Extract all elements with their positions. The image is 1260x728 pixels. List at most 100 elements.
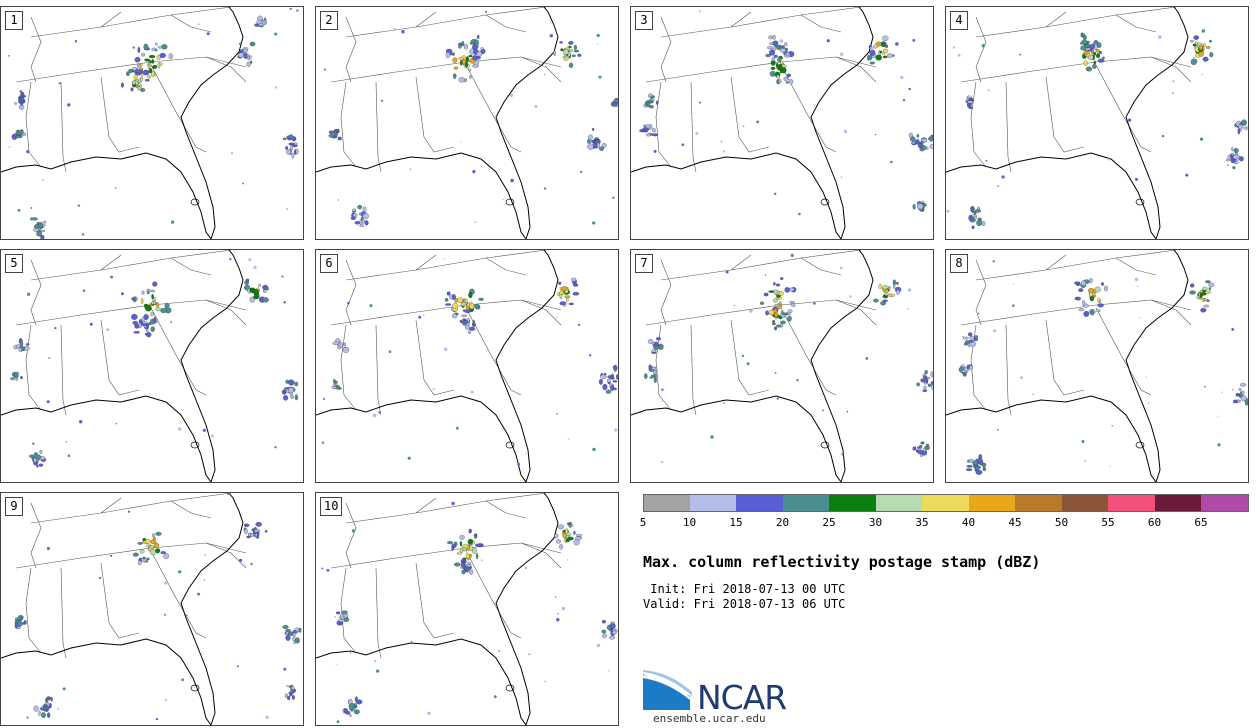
reflectivity-cell	[20, 91, 25, 97]
reflectivity-cell	[610, 385, 615, 391]
reflectivity-cell	[452, 302, 459, 309]
reflectivity-speck	[378, 411, 381, 414]
reflectivity-cell	[931, 384, 933, 391]
reflectivity-cell	[561, 286, 568, 292]
lake	[505, 198, 515, 206]
lake	[505, 441, 515, 449]
reflectivity-cell	[137, 560, 142, 566]
reflectivity-cell	[283, 390, 286, 394]
member-panel-2[interactable]: 2	[315, 6, 619, 240]
reflectivity-cell	[577, 53, 582, 57]
reflectivity-cell	[1095, 49, 1100, 53]
reflectivity-speck	[79, 420, 83, 424]
reflectivity-speck	[253, 265, 257, 269]
state-boundary	[100, 319, 140, 396]
reflectivity-cell	[560, 48, 564, 52]
member-number: 9	[5, 497, 23, 516]
reflectivity-cell	[354, 221, 361, 225]
reflectivity-cell	[298, 627, 302, 633]
reflectivity-cell	[1208, 287, 1211, 291]
valid-label: Valid:	[643, 597, 687, 611]
reflectivity-cell	[882, 55, 888, 59]
state-boundary	[660, 16, 672, 83]
base-map	[316, 7, 618, 239]
reflectivity-cell	[1082, 33, 1085, 37]
reflectivity-cell	[290, 395, 295, 399]
reflectivity-cell	[916, 134, 920, 138]
reflectivity-cell	[772, 40, 779, 46]
reflectivity-cell	[472, 55, 478, 61]
reflectivity-cell	[459, 541, 463, 547]
reflectivity-speck	[1019, 53, 1022, 56]
state-boundary	[330, 542, 562, 569]
lake	[190, 441, 200, 449]
reflectivity-cell	[571, 277, 577, 282]
reflectivity-cell	[10, 378, 15, 381]
reflectivity-cell	[250, 533, 254, 537]
reflectivity-cell	[289, 145, 293, 151]
reflectivity-speck	[289, 7, 292, 10]
reflectivity-cell	[1232, 166, 1236, 170]
base-map	[1, 7, 299, 239]
reflectivity-cell	[444, 297, 449, 302]
state-boundary	[465, 307, 522, 396]
reflectivity-cell	[966, 465, 973, 468]
reflectivity-cell	[880, 301, 887, 306]
reflectivity-cell	[264, 530, 268, 533]
reflectivity-cell	[925, 443, 930, 447]
reflectivity-speck	[274, 446, 277, 449]
state-boundary	[375, 567, 382, 659]
reflectivity-cell	[1085, 66, 1093, 72]
reflectivity-cell	[294, 394, 298, 401]
member-panel-7[interactable]: 7	[630, 249, 934, 483]
reflectivity-cell	[920, 441, 925, 445]
reflectivity-cell	[473, 534, 478, 538]
reflectivity-cell	[1190, 58, 1197, 66]
member-panel-9[interactable]: 9	[0, 492, 304, 726]
reflectivity-cell	[243, 523, 250, 528]
reflectivity-cell	[1209, 39, 1212, 43]
reflectivity-cell	[155, 42, 158, 46]
state-boundary	[25, 81, 42, 168]
reflectivity-cell	[562, 533, 567, 539]
reflectivity-cell	[262, 297, 269, 303]
state-boundary	[800, 257, 842, 276]
reflectivity-speck	[1098, 50, 1102, 55]
reflectivity-speck	[1012, 304, 1015, 307]
reflectivity-speck	[323, 398, 325, 400]
base-map	[316, 250, 618, 482]
member-panel-10[interactable]: 10	[315, 492, 619, 726]
reflectivity-speck	[481, 559, 483, 562]
reflectivity-cell	[332, 341, 340, 345]
state-boundary	[30, 502, 42, 569]
colorbar-tick-label: 5	[639, 516, 647, 529]
member-panel-6[interactable]: 6	[315, 249, 619, 483]
reflectivity-cell	[46, 712, 51, 718]
ncar-logo-icon	[643, 670, 692, 710]
member-panel-8[interactable]: 8	[945, 249, 1249, 483]
reflectivity-cell	[599, 146, 605, 151]
colorbar-segment	[1015, 494, 1063, 512]
reflectivity-cell	[155, 302, 160, 308]
reflectivity-cell	[965, 468, 973, 472]
state-boundary	[30, 259, 42, 326]
member-panel-3[interactable]: 3	[630, 6, 934, 240]
reflectivity-speck	[98, 576, 102, 580]
member-panel-1[interactable]: 1	[0, 6, 304, 240]
member-panel-5[interactable]: 5	[0, 249, 304, 483]
reflectivity-speck	[556, 316, 558, 319]
reflectivity-cell	[605, 389, 612, 394]
reflectivity-cell	[337, 136, 342, 141]
reflectivity-cell	[1081, 39, 1088, 45]
reflectivity-cell	[20, 102, 24, 106]
reflectivity-cell	[968, 339, 974, 343]
reflectivity-cell	[1089, 291, 1093, 297]
reflectivity-cell	[461, 41, 465, 47]
reflectivity-cell	[778, 63, 782, 69]
reflectivity-speck	[865, 357, 869, 360]
reflectivity-cell	[1203, 298, 1208, 301]
state-boundary	[975, 259, 987, 326]
reflectivity-speck	[197, 592, 201, 596]
reflectivity-speck	[997, 428, 999, 431]
member-panel-4[interactable]: 4	[945, 6, 1249, 240]
